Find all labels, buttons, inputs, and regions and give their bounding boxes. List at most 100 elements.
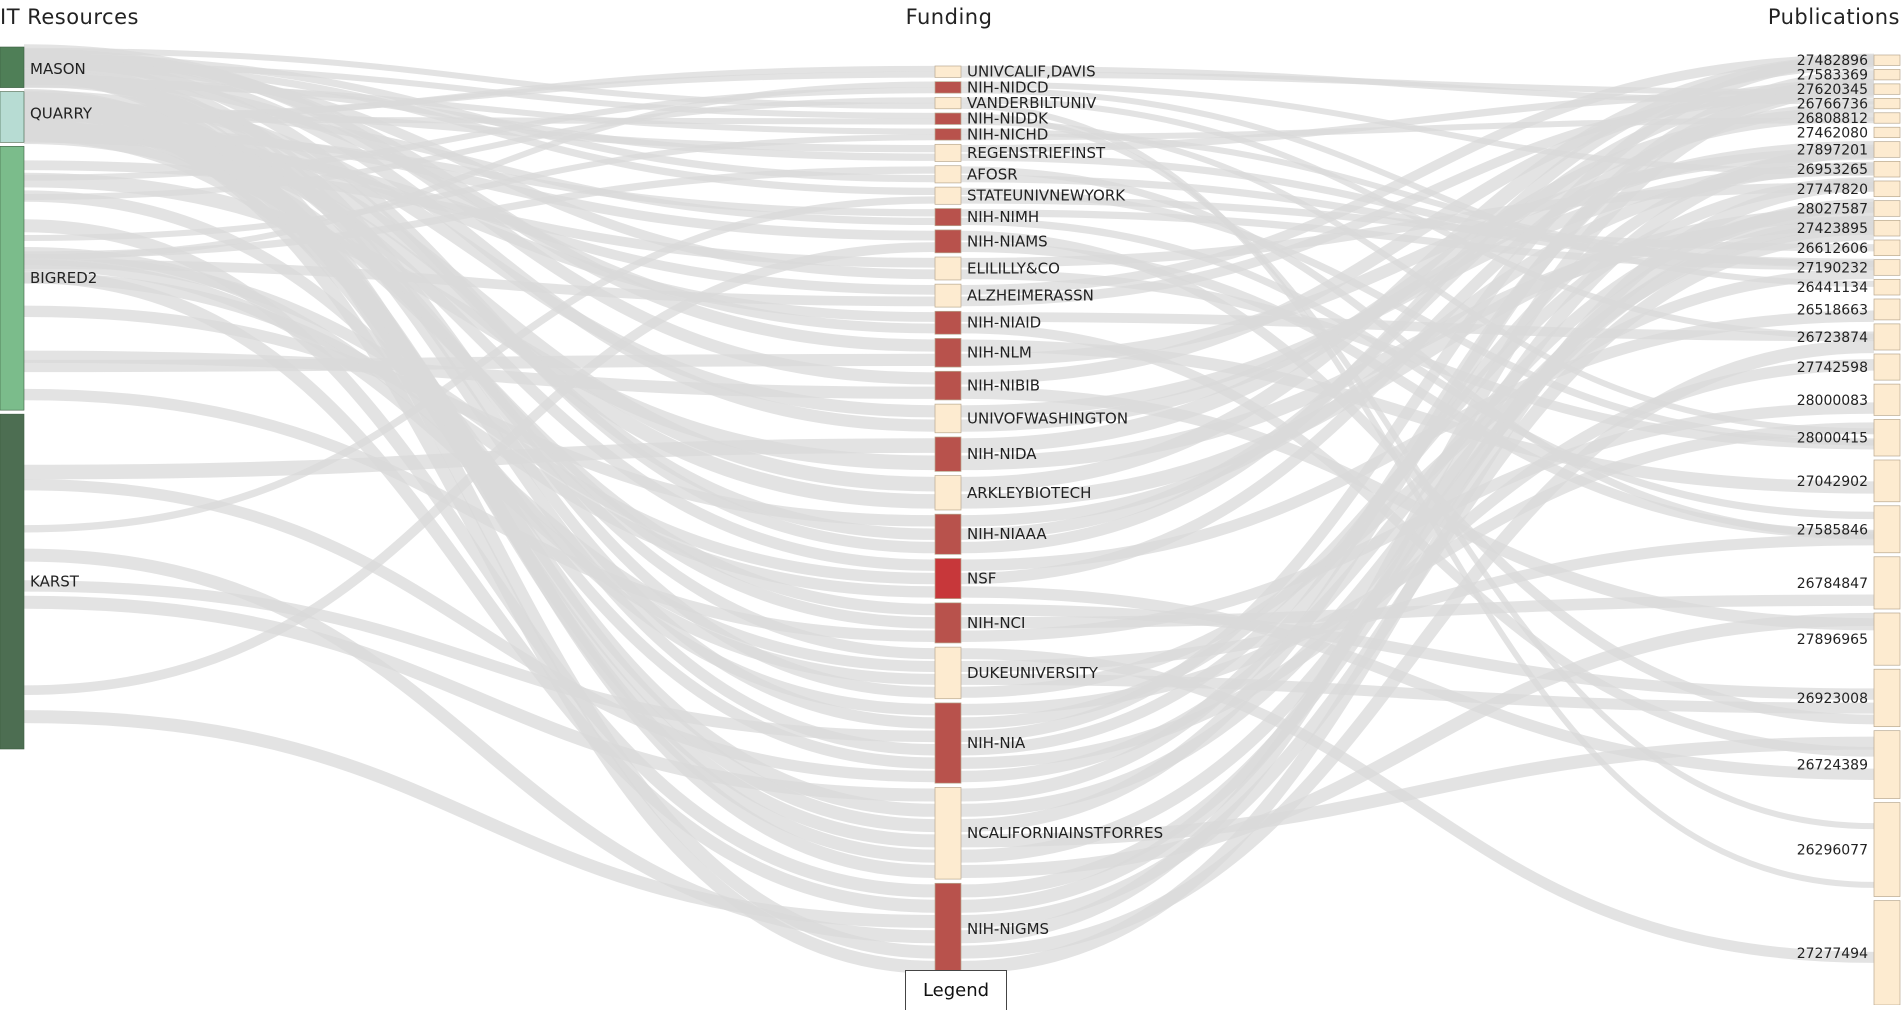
publication-bar[interactable] — [1873, 278, 1901, 296]
funding-bar[interactable] — [934, 143, 962, 162]
publication-bar[interactable] — [1873, 239, 1901, 257]
funding-node-elililly-co[interactable]: ELILILLY&CO — [934, 256, 1060, 281]
funding-bar[interactable] — [934, 310, 962, 335]
funding-bar[interactable] — [934, 403, 962, 434]
publication-bar[interactable] — [1873, 83, 1901, 95]
funding-node-nih-nci[interactable]: NIH-NCI — [934, 602, 1025, 644]
funding-bar[interactable] — [934, 96, 962, 110]
funding-node-vanderbiltuniv[interactable]: VANDERBILTUNIV — [934, 94, 1097, 112]
publication-bar[interactable] — [1873, 200, 1901, 217]
publication-node-27423895[interactable]: 27423895 — [1797, 219, 1901, 237]
funding-bar[interactable] — [934, 65, 962, 78]
funding-bar[interactable] — [934, 256, 962, 281]
funding-bar[interactable] — [934, 229, 962, 254]
publication-node-27482896[interactable]: 27482896 — [1797, 53, 1901, 69]
funding-node-nih-niams[interactable]: NIH-NIAMS — [934, 229, 1048, 254]
publication-bar[interactable] — [1873, 556, 1901, 610]
funding-node-nih-nia[interactable]: NIH-NIA — [934, 702, 1026, 784]
funding-node-nih-nichd[interactable]: NIH-NICHD — [934, 125, 1048, 143]
publication-node-27277494[interactable]: 27277494 — [1797, 900, 1901, 1005]
funding-bar[interactable] — [934, 112, 962, 125]
publication-bar[interactable] — [1873, 668, 1901, 728]
publication-node-26296077[interactable]: 26296077 — [1797, 802, 1901, 897]
publication-bar[interactable] — [1873, 160, 1901, 178]
publication-node-27583369[interactable]: 27583369 — [1797, 68, 1901, 84]
publication-node-26612606[interactable]: 26612606 — [1797, 239, 1901, 257]
funding-node-arkleybiotech[interactable]: ARKLEYBIOTECH — [934, 475, 1091, 511]
funding-bar[interactable] — [934, 338, 962, 368]
publication-bar[interactable] — [1873, 730, 1901, 799]
funding-bar[interactable] — [934, 165, 962, 184]
publication-bar[interactable] — [1873, 54, 1901, 66]
funding-bar[interactable] — [934, 513, 962, 555]
funding-node-nih-nimh[interactable]: NIH-NIMH — [934, 208, 1039, 226]
publication-node-27747820[interactable]: 27747820 — [1797, 180, 1901, 198]
funding-bar[interactable] — [934, 475, 962, 511]
publication-bar[interactable] — [1873, 97, 1901, 110]
publication-bar[interactable] — [1873, 219, 1901, 237]
publication-bar[interactable] — [1873, 180, 1901, 198]
publication-bar[interactable] — [1873, 323, 1901, 351]
funding-node-stateunivnewyork[interactable]: STATEUNIVNEWYORK — [934, 186, 1126, 205]
publication-bar[interactable] — [1873, 459, 1901, 503]
publication-node-27585846[interactable]: 27585846 — [1797, 505, 1901, 554]
funding-node-afosr[interactable]: AFOSR — [934, 165, 1018, 184]
funding-bar[interactable] — [934, 370, 962, 401]
publication-node-26518663[interactable]: 26518663 — [1797, 298, 1901, 321]
publication-node-27620345[interactable]: 27620345 — [1797, 82, 1901, 98]
publication-node-26784847[interactable]: 26784847 — [1797, 556, 1901, 610]
funding-bar[interactable] — [934, 283, 962, 308]
resource-node-bigred2[interactable]: BIGRED2 — [0, 146, 97, 411]
funding-bar[interactable] — [934, 602, 962, 644]
funding-node-nih-nibib[interactable]: NIH-NIBIB — [934, 370, 1040, 401]
resource-bar[interactable] — [0, 91, 25, 143]
publication-node-28000083[interactable]: 28000083 — [1797, 383, 1901, 416]
funding-node-univofwashington[interactable]: UNIVOFWASHINGTON — [934, 403, 1128, 434]
resource-node-mason[interactable]: MASON — [0, 46, 86, 88]
legend-button[interactable]: Legend — [905, 970, 1007, 1010]
resource-bar[interactable] — [0, 46, 25, 88]
funding-node-alzheimerassn[interactable]: ALZHEIMERASSN — [934, 283, 1094, 308]
publication-node-26723874[interactable]: 26723874 — [1797, 323, 1901, 351]
publication-bar[interactable] — [1873, 126, 1901, 139]
funding-node-regenstriefinst[interactable]: REGENSTRIEFINST — [934, 143, 1106, 162]
funding-node-nih-niddk[interactable]: NIH-NIDDK — [934, 110, 1049, 128]
funding-node-ncaliforniainstforres[interactable]: NCALIFORNIAINSTFORRES — [934, 787, 1163, 880]
publication-node-26766736[interactable]: 26766736 — [1797, 97, 1901, 113]
publication-bar[interactable] — [1873, 112, 1901, 124]
publication-bar[interactable] — [1873, 802, 1901, 897]
funding-bar[interactable] — [934, 646, 962, 700]
funding-bar[interactable] — [934, 81, 962, 94]
publication-bar[interactable] — [1873, 141, 1901, 158]
funding-bar[interactable] — [934, 882, 962, 976]
funding-node-nih-niaid[interactable]: NIH-NIAID — [934, 310, 1041, 335]
funding-bar[interactable] — [934, 558, 962, 599]
publication-bar[interactable] — [1873, 612, 1901, 666]
funding-node-nih-nlm[interactable]: NIH-NLM — [934, 338, 1032, 368]
resource-bar[interactable] — [0, 413, 25, 750]
funding-node-nih-nida[interactable]: NIH-NIDA — [934, 436, 1037, 472]
funding-bar[interactable] — [934, 702, 962, 784]
funding-node-nih-niaaa[interactable]: NIH-NIAAA — [934, 513, 1047, 555]
publication-bar[interactable] — [1873, 505, 1901, 554]
publication-bar[interactable] — [1873, 419, 1901, 457]
publication-node-26953265[interactable]: 26953265 — [1797, 160, 1901, 178]
funding-node-univcalif-davis[interactable]: UNIVCALIF,DAVIS — [934, 63, 1096, 81]
funding-node-dukeuniversity[interactable]: DUKEUNIVERSITY — [934, 646, 1099, 700]
funding-bar[interactable] — [934, 186, 962, 205]
publication-node-27742598[interactable]: 27742598 — [1797, 353, 1901, 381]
publication-node-27042902[interactable]: 27042902 — [1797, 459, 1901, 503]
publication-node-27190232[interactable]: 27190232 — [1797, 259, 1901, 277]
publication-node-26441134[interactable]: 26441134 — [1797, 278, 1901, 296]
publication-bar[interactable] — [1873, 259, 1901, 276]
publication-bar[interactable] — [1873, 383, 1901, 416]
resource-node-karst[interactable]: KARST — [0, 413, 80, 750]
funding-bar[interactable] — [934, 128, 962, 141]
publication-bar[interactable] — [1873, 69, 1901, 81]
publication-node-28000415[interactable]: 28000415 — [1797, 419, 1901, 457]
funding-bar[interactable] — [934, 436, 962, 472]
publication-node-27462080[interactable]: 27462080 — [1797, 125, 1901, 141]
publication-node-26923008[interactable]: 26923008 — [1797, 668, 1901, 728]
funding-bar[interactable] — [934, 787, 962, 880]
resource-bar[interactable] — [0, 146, 25, 411]
